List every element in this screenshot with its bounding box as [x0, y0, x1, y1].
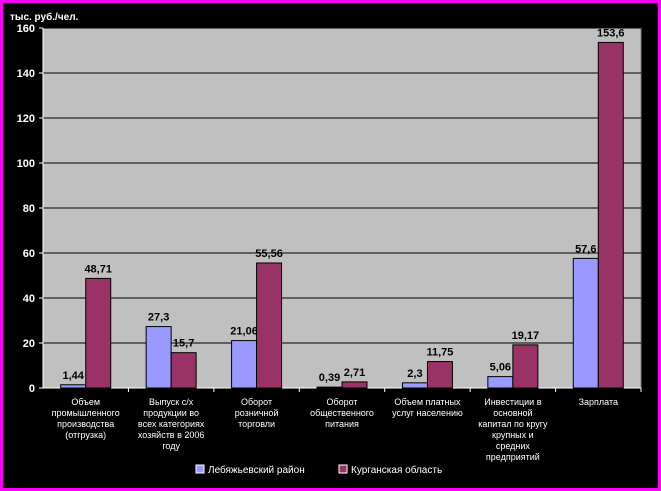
category-label: Оборот общественного питания: [310, 397, 374, 429]
y-tick-label: 100: [17, 158, 35, 170]
category-label-line: производства: [57, 419, 114, 429]
data-label: 2,3: [407, 368, 422, 380]
y-tick-label: 20: [23, 338, 35, 350]
category-label-line: капитал по кругу: [478, 419, 548, 429]
category-label-line: услуг населению: [392, 408, 463, 418]
y-tick-label: 140: [17, 68, 35, 80]
category-label: Объем платных услуг населению: [392, 397, 463, 418]
category-label: Инвестиции в основной капитал по кругу круп…: [478, 397, 548, 462]
data-label: 1,44: [63, 370, 85, 382]
y-tick-label: 60: [23, 248, 35, 260]
legend-label: Лебяжьевский район: [208, 464, 305, 476]
bar-region: [512, 344, 539, 389]
category-label-line: средних: [496, 441, 531, 451]
data-label: 57,6: [575, 243, 596, 255]
data-label: 5,06: [490, 362, 511, 374]
bar-district: [401, 382, 428, 389]
category-label-line: Объем платных: [394, 397, 461, 407]
y-tick-label: 160: [17, 23, 35, 35]
y-tick-label: 0: [29, 383, 35, 395]
bar-region: [85, 277, 112, 389]
bar-region: [426, 361, 453, 389]
category-label-line: предприятий: [486, 452, 540, 462]
category-label: Зарплата: [579, 397, 618, 407]
category-label-line: (отгрузка): [65, 430, 106, 440]
bar-region: [170, 352, 197, 389]
bar-district: [231, 340, 258, 389]
data-label: 19,17: [512, 330, 540, 342]
category-label-line: Выпуск с/х: [149, 397, 194, 407]
category-label-line: хозяйств в 2006: [138, 430, 205, 440]
y-tick-label: 120: [17, 113, 35, 125]
category-label-line: крупных и: [492, 430, 534, 440]
data-label: 2,71: [344, 367, 365, 379]
category-label-line: торговли: [238, 419, 275, 429]
bar-district: [572, 257, 599, 389]
category-label-line: Объем: [71, 397, 100, 407]
category-label-line: розничной: [235, 408, 279, 418]
category-label: Оборот розничной торговли: [235, 397, 279, 429]
y-tick-label: 80: [23, 203, 35, 215]
legend-swatch: [338, 464, 348, 474]
y-tick-label: 40: [23, 293, 35, 305]
legend-swatch: [195, 464, 205, 474]
data-label: 11,75: [426, 347, 453, 359]
bar-region: [341, 381, 368, 389]
category-label-line: всех категориях: [138, 419, 205, 429]
bar-district: [145, 326, 172, 389]
data-label: 0,39: [319, 372, 340, 384]
data-label: 153,6: [597, 27, 625, 39]
category-label-line: Инвестиции в: [484, 397, 541, 407]
data-label: 48,71: [84, 263, 112, 275]
bar-district: [316, 386, 343, 389]
bar-district: [487, 376, 514, 389]
category-label-line: Зарплата: [579, 397, 618, 407]
category-label-line: Оборот: [241, 397, 272, 407]
category-label: Выпуск с/х продукции во всех категориях хоз…: [138, 397, 205, 451]
y-axis-unit-label: тыс. руб./чел.: [10, 11, 79, 23]
bar-region: [597, 41, 624, 389]
legend-label: Курганская область: [351, 464, 442, 476]
category-label-line: питания: [325, 419, 359, 429]
data-label: 15,7: [173, 338, 194, 350]
data-label: 27,3: [148, 312, 169, 324]
category-label-line: Оборот: [326, 397, 357, 407]
bar-district: [60, 384, 87, 389]
category-label-line: основной: [493, 408, 532, 418]
category-label-line: продукции во: [143, 408, 199, 418]
category-label-line: году: [162, 441, 180, 451]
bar-region: [256, 262, 283, 389]
category-label-line: промышленного: [52, 408, 120, 418]
data-label: 21,06: [230, 326, 258, 338]
category-label: Объем промышленного производства (отгрузка): [52, 397, 120, 440]
category-label-line: общественного: [310, 408, 374, 418]
data-label: 55,56: [255, 248, 283, 260]
